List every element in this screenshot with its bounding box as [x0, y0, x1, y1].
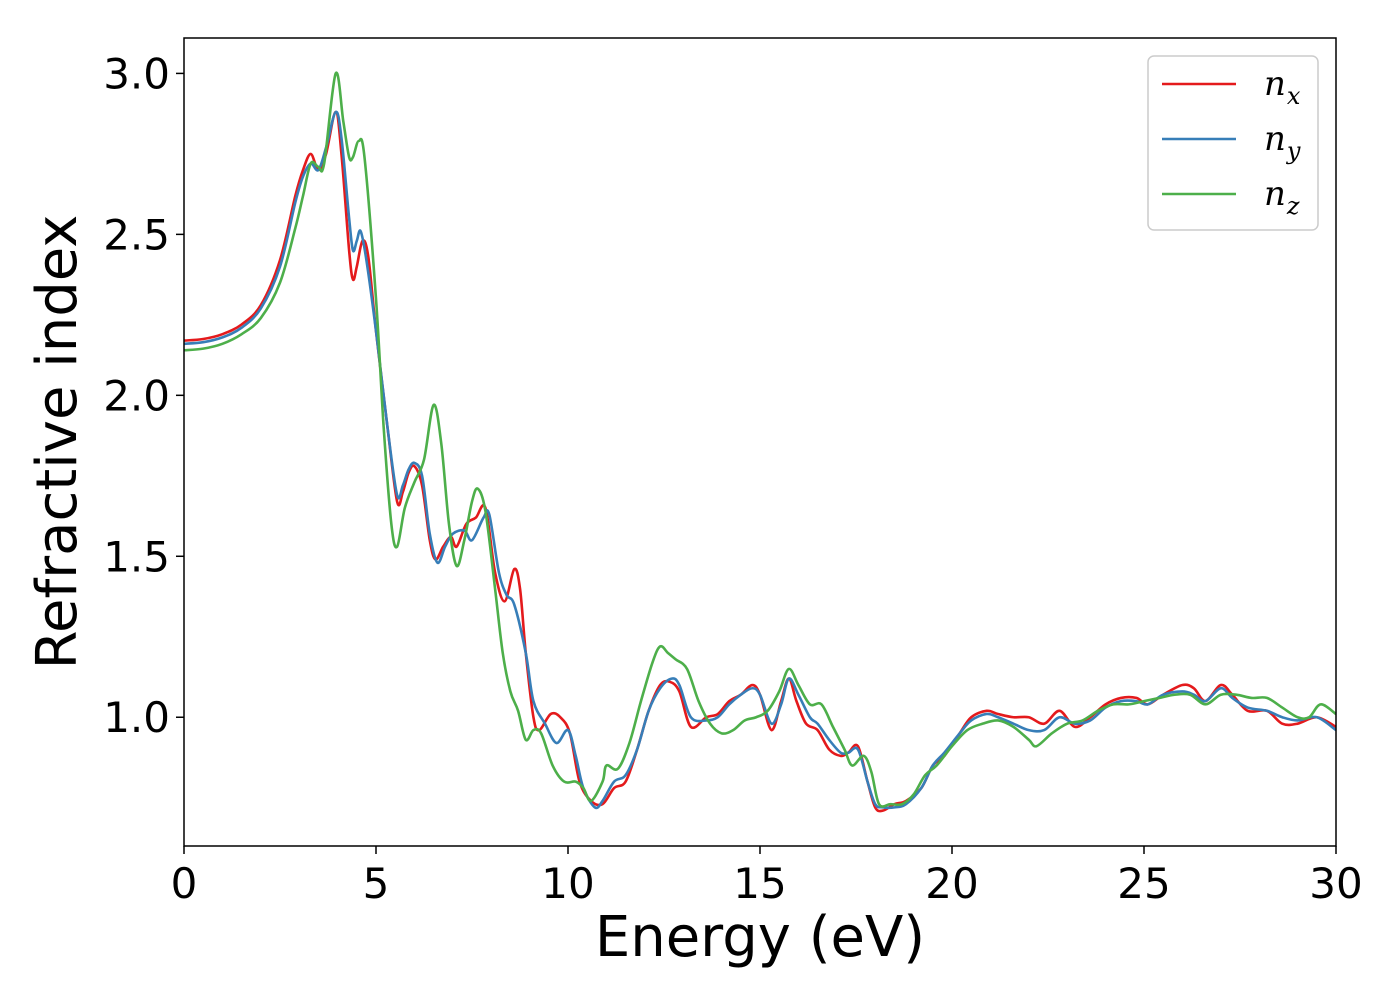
y-tick-label: 3.0	[103, 49, 170, 98]
x-tick-label: 10	[541, 859, 594, 908]
x-tick-label: 20	[925, 859, 978, 908]
x-axis-title: Energy (eV)	[595, 905, 925, 970]
x-tick-label: 30	[1309, 859, 1362, 908]
x-tick-label: 15	[733, 859, 786, 908]
x-axis: 0 5 10 15 20 25 30	[171, 846, 1363, 908]
x-tick-label: 25	[1117, 859, 1170, 908]
plot-lines	[183, 71, 1337, 813]
x-tick-label: 0	[171, 859, 198, 908]
series-line-z	[183, 71, 1337, 808]
x-tick-label: 5	[363, 859, 390, 908]
legend-label-x: nx	[1264, 64, 1301, 110]
y-tick-label: 1.5	[103, 532, 170, 581]
y-tick-label: 2.0	[103, 371, 170, 420]
y-axis: 1.0 1.5 2.0 2.5 3.0	[103, 49, 184, 742]
series-line-y	[183, 110, 1337, 810]
y-axis-title: Refractive index	[25, 215, 90, 670]
y-tick-label: 2.5	[103, 210, 170, 259]
legend-box	[1147, 55, 1319, 231]
y-tick-label: 1.0	[103, 693, 170, 742]
